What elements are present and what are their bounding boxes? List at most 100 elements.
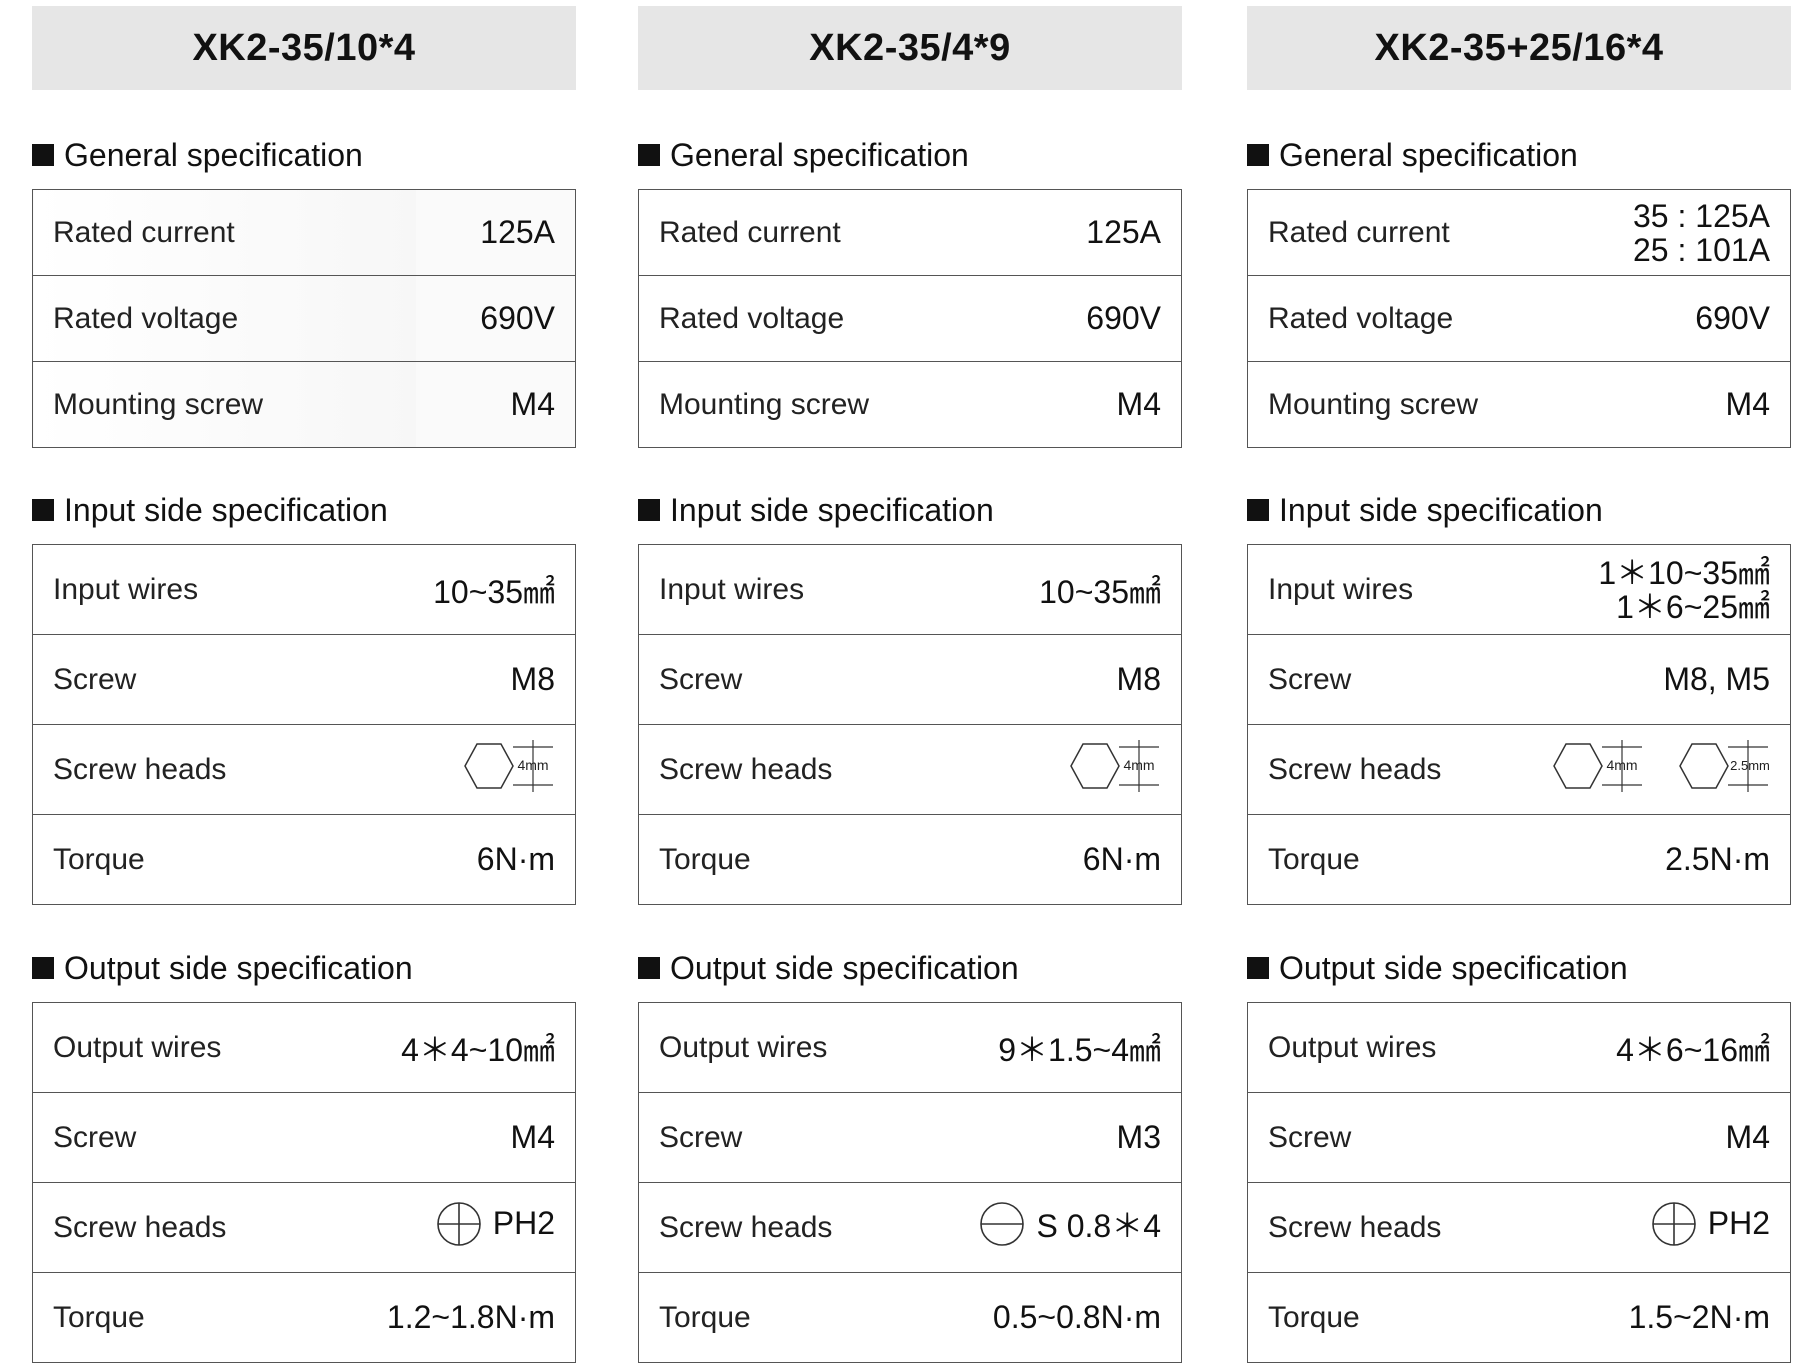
phillips-head-icon	[436, 1201, 481, 1246]
table-row: Input wires 10~35㎟	[638, 544, 1182, 635]
hex-key-icon: 4mm	[1553, 739, 1642, 792]
section-title: Output side specification	[64, 949, 413, 986]
table-row: Torque 1.2~1.8N·m	[32, 1272, 576, 1363]
row-value: 125A	[1022, 189, 1182, 276]
general-spec-heading: General specification	[638, 135, 1182, 175]
row-label: Screw	[1247, 634, 1485, 725]
table-row: Torque 0.5~0.8N·m	[638, 1272, 1182, 1363]
row-label: Torque	[638, 1272, 904, 1363]
row-value: 690V	[416, 275, 576, 362]
input-spec-heading: Input side specification	[638, 490, 1182, 530]
bullet-square-icon	[638, 957, 660, 979]
row-value: M8, M5	[1484, 634, 1791, 725]
hex-size-label: 4mm	[517, 757, 548, 773]
table-row: Screw M8	[638, 634, 1182, 725]
output-spec-heading: Output side specification	[638, 948, 1182, 988]
row-value: 4＊6~16㎟	[1533, 1002, 1791, 1093]
bullet-square-icon	[1247, 499, 1269, 521]
general-spec-table: Rated current 125A Rated voltage 690V Mo…	[638, 189, 1182, 448]
table-row: Screw M4	[1247, 1092, 1791, 1183]
product-column-1: XK2-35/10*4 General specification Rated …	[32, 0, 576, 1363]
row-label: Screw heads	[32, 1182, 308, 1273]
row-value: M8	[345, 634, 576, 725]
row-value: 1.5~2N·m	[1533, 1272, 1791, 1363]
bullet-square-icon	[32, 499, 54, 521]
section-title: Output side specification	[1279, 949, 1628, 986]
bullet-square-icon	[32, 957, 54, 979]
row-value: 10~35㎟	[345, 544, 576, 635]
table-row: Rated voltage 690V	[638, 275, 1182, 362]
table-row: Screw heads PH2	[32, 1182, 576, 1273]
table-row: Input wires 10~35㎟	[32, 544, 576, 635]
output-spec-table: Output wires 9＊1.5~4㎟ Screw M3 Screw hea…	[638, 1002, 1182, 1363]
section-title: Input side specification	[1279, 491, 1603, 528]
general-spec-table: Rated current 125A Rated voltage 690V Mo…	[32, 189, 576, 448]
row-value: 6N·m	[345, 814, 576, 905]
row-label: Rated voltage	[1247, 275, 1570, 362]
row-label: Rated current	[32, 189, 417, 276]
row-value: 10~35㎟	[951, 544, 1182, 635]
row-label: Output wires	[1247, 1002, 1534, 1093]
table-row: Rated voltage 690V	[32, 275, 576, 362]
row-value: S 0.8＊4	[1036, 1207, 1161, 1244]
table-row: Screw M8	[32, 634, 576, 725]
product-title: XK2-35/10*4	[32, 6, 576, 90]
row-label: Rated voltage	[32, 275, 417, 362]
section-title: General specification	[670, 136, 969, 173]
row-label: Mounting screw	[1247, 361, 1570, 448]
row-value: PH2	[492, 1205, 555, 1241]
row-value: 125A	[416, 189, 576, 276]
bullet-square-icon	[638, 144, 660, 166]
output-spec-table: Output wires 4＊6~16㎟ Screw M4 Screw head…	[1247, 1002, 1791, 1363]
row-value: 9＊1.5~4㎟	[903, 1002, 1182, 1093]
hex-key-icon: 2.5mm	[1679, 739, 1770, 792]
value-line: 35 : 125A	[1633, 197, 1770, 234]
value-line: 1＊6~25㎟	[1616, 588, 1770, 625]
row-value: M4	[1569, 361, 1791, 448]
table-row: Input wires 1＊10~35㎟ 1＊6~25㎟	[1247, 544, 1791, 635]
row-label: Screw	[1247, 1092, 1534, 1183]
row-value: 690V	[1569, 275, 1791, 362]
table-row: Rated current 35 : 125A 25 : 101A	[1247, 189, 1791, 276]
row-value: 4mm	[345, 724, 576, 815]
row-value: 1.2~1.8N·m	[307, 1272, 576, 1363]
product-title: XK2-35+25/16*4	[1247, 6, 1791, 90]
section-title: Input side specification	[670, 491, 994, 528]
table-row: Screw heads 4mm 2.5mm	[1247, 724, 1791, 815]
general-spec-table: Rated current 35 : 125A 25 : 101A Rated …	[1247, 189, 1791, 448]
section-title: Input side specification	[64, 491, 388, 528]
row-value: 4mm 2.5mm	[1484, 724, 1791, 815]
row-value: M4	[416, 361, 576, 448]
table-row: Mounting screw M4	[32, 361, 576, 448]
row-value: M4	[1022, 361, 1182, 448]
value-line: 1＊10~35㎟	[1598, 554, 1770, 591]
product-column-3: XK2-35+25/16*4 General specification Rat…	[1247, 0, 1791, 1363]
input-spec-table: Input wires 1＊10~35㎟ 1＊6~25㎟ Screw M8, M…	[1247, 544, 1791, 905]
row-label: Screw	[32, 634, 346, 725]
row-label: Input wires	[32, 544, 346, 635]
section-title: General specification	[64, 136, 363, 173]
table-row: Torque 6N·m	[32, 814, 576, 905]
bullet-square-icon	[32, 144, 54, 166]
hex-key-icon: 4mm	[464, 739, 553, 792]
row-value: 2.5N·m	[1484, 814, 1791, 905]
output-spec-heading: Output side specification	[32, 948, 576, 988]
row-label: Screw heads	[638, 724, 952, 815]
row-label: Output wires	[32, 1002, 308, 1093]
table-row: Mounting screw M4	[638, 361, 1182, 448]
hex-size-label: 2.5mm	[1730, 758, 1770, 773]
row-label: Mounting screw	[32, 361, 417, 448]
bullet-square-icon	[1247, 144, 1269, 166]
table-row: Torque 2.5N·m	[1247, 814, 1791, 905]
table-row: Output wires 4＊4~10㎟	[32, 1002, 576, 1093]
table-row: Output wires 9＊1.5~4㎟	[638, 1002, 1182, 1093]
row-label: Torque	[32, 814, 346, 905]
row-label: Input wires	[1247, 544, 1485, 635]
table-row: Torque 6N·m	[638, 814, 1182, 905]
input-spec-table: Input wires 10~35㎟ Screw M8 Screw heads …	[32, 544, 576, 905]
row-value: PH2	[1707, 1205, 1770, 1241]
input-spec-table: Input wires 10~35㎟ Screw M8 Screw heads …	[638, 544, 1182, 905]
product-column-2: XK2-35/4*9 General specification Rated c…	[638, 0, 1182, 1363]
row-value: M8	[951, 634, 1182, 725]
row-label: Torque	[1247, 814, 1485, 905]
